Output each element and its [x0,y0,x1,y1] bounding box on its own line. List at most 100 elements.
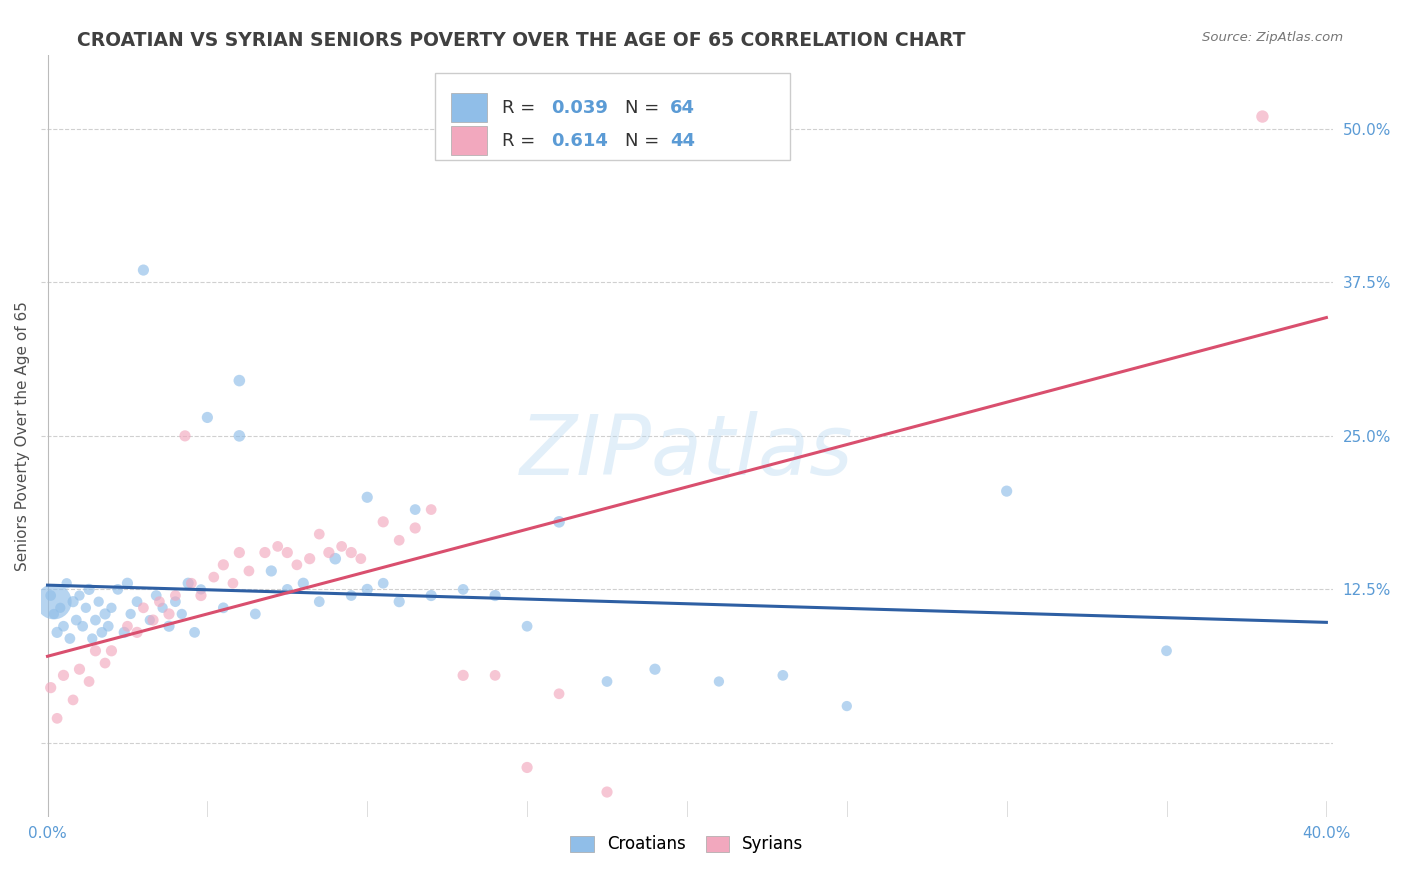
Point [238,564,260,578]
Point [772,668,794,682]
Point [62,693,84,707]
Point [404,521,426,535]
Point [228,374,250,388]
Text: N =: N = [624,132,665,150]
Text: N =: N = [624,99,665,117]
Point [69,662,91,676]
Point [548,687,571,701]
Point [100,600,122,615]
Point [404,502,426,516]
Point [995,484,1018,499]
Point [350,551,373,566]
Point [308,595,330,609]
Point [148,595,170,609]
Text: R =: R = [502,132,541,150]
Point [420,502,443,516]
Point [157,607,180,621]
Point [323,551,346,566]
Point [516,760,538,774]
Point [516,619,538,633]
Point [39,589,62,603]
Point [180,576,202,591]
Point [373,576,395,591]
Point [388,595,411,609]
Text: 0.039: 0.039 [551,99,609,117]
Point [94,656,117,670]
Point [84,644,107,658]
Point [308,527,330,541]
Point [125,595,148,609]
Point [46,711,69,725]
Point [77,674,100,689]
Point [39,681,62,695]
Point [340,545,363,559]
Point [87,595,110,609]
Text: CROATIAN VS SYRIAN SENIORS POVERTY OVER THE AGE OF 65 CORRELATION CHART: CROATIAN VS SYRIAN SENIORS POVERTY OVER … [77,31,966,50]
Point [548,515,571,529]
Point [356,490,378,504]
Point [183,625,205,640]
Point [285,558,308,572]
Point [65,613,87,627]
Point [107,582,129,597]
Point [260,564,283,578]
Point [112,625,135,640]
Point [298,551,321,566]
Point [228,429,250,443]
Point [42,607,65,621]
Point [62,595,84,609]
Point [292,576,315,591]
Point [267,540,290,554]
Text: Source: ZipAtlas.com: Source: ZipAtlas.com [1202,31,1343,45]
Point [82,632,104,646]
Point [165,595,187,609]
Point [388,533,411,548]
Point [174,429,197,443]
Point [1156,644,1178,658]
Point [132,600,155,615]
Point [451,582,474,597]
Point [484,589,506,603]
Point [318,545,340,559]
Point [84,613,107,627]
Point [46,625,69,640]
Point [202,570,225,584]
Point [340,589,363,603]
Point [195,410,218,425]
Point [132,263,155,277]
Point [117,576,139,591]
Point [152,600,174,615]
Text: R =: R = [502,99,541,117]
Y-axis label: Seniors Poverty Over the Age of 65: Seniors Poverty Over the Age of 65 [15,301,30,571]
Point [330,540,353,554]
Point [596,785,619,799]
Point [276,545,298,559]
Point [212,558,235,572]
Point [276,582,298,597]
Point [100,644,122,658]
Point [253,545,276,559]
Point [644,662,666,676]
Text: 44: 44 [671,132,695,150]
Point [451,668,474,682]
Point [157,619,180,633]
Point [77,582,100,597]
Point [117,619,139,633]
Point [59,632,82,646]
Point [72,619,94,633]
Point [222,576,245,591]
FancyBboxPatch shape [434,72,790,161]
Point [42,595,65,609]
Point [212,600,235,615]
Point [228,545,250,559]
Point [97,619,120,633]
Point [145,589,167,603]
Point [90,625,112,640]
Point [190,582,212,597]
Point [177,576,200,591]
Point [245,607,267,621]
Point [170,607,193,621]
Point [420,589,443,603]
Point [75,600,97,615]
FancyBboxPatch shape [450,127,486,155]
